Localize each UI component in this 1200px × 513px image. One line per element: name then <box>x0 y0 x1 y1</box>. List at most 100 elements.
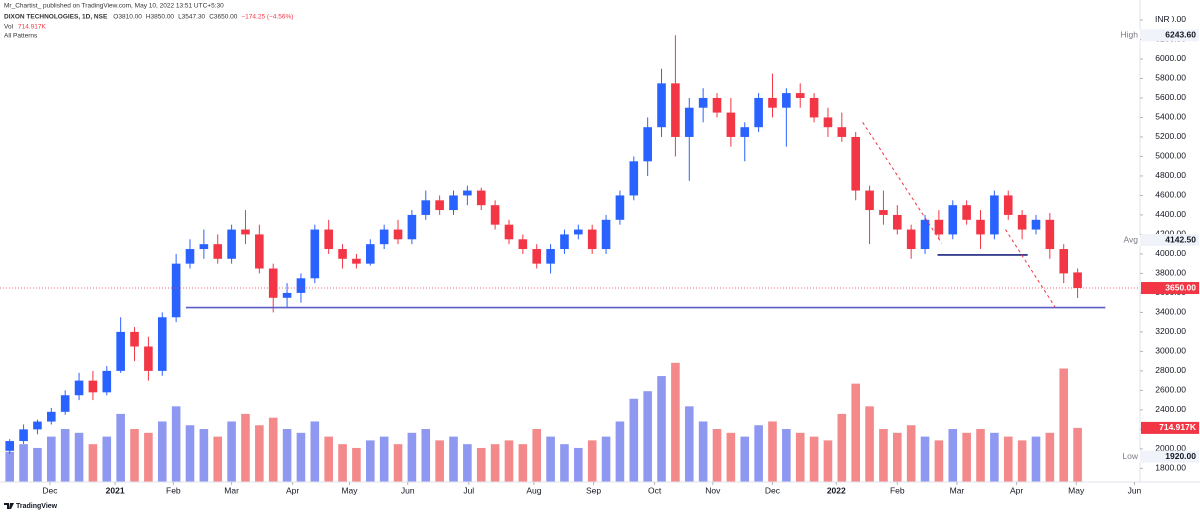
candle-body <box>19 429 28 442</box>
symbol: DIXON TECHNOLOGIES, 1D, NSE <box>4 14 108 21</box>
candle-body <box>934 219 944 235</box>
volume-bar <box>130 429 139 482</box>
volume-bar <box>906 425 916 482</box>
candle-body <box>352 258 361 264</box>
indicator: All Patterns <box>4 33 38 40</box>
volume-bar <box>5 451 15 482</box>
candle-body <box>116 331 125 371</box>
x-tick-label: Apr <box>1010 485 1023 495</box>
candle-body <box>1003 195 1013 215</box>
y-tick-label: 2600.00 <box>1155 385 1186 395</box>
candle-body <box>74 380 84 396</box>
candle-body <box>587 229 597 250</box>
volume-bar <box>102 436 112 482</box>
badge-bg <box>1141 282 1199 295</box>
badge-label: Avg <box>1124 234 1139 244</box>
volume-bar <box>449 436 458 482</box>
badge-label: Low <box>1122 451 1138 461</box>
candle-body <box>560 234 569 250</box>
badge-bg <box>1141 29 1199 42</box>
candle-body <box>823 117 833 128</box>
candle-body <box>657 83 666 128</box>
volume-bar <box>463 444 472 482</box>
volume-bar <box>1073 427 1082 482</box>
badge-label: High <box>1121 29 1139 39</box>
volume-bar <box>671 362 680 482</box>
badge-value: 3650.00 <box>1165 282 1196 292</box>
candle-body <box>615 195 625 220</box>
x-tick-label: Feb <box>890 485 905 495</box>
volume-bar <box>199 429 209 482</box>
candle-body <box>393 229 403 240</box>
candle-body <box>643 127 652 162</box>
x-tick-label: Oct <box>648 485 662 495</box>
volume-bar <box>213 436 223 482</box>
candle-body <box>88 380 98 393</box>
candle-body <box>296 278 306 293</box>
x-tick-label: Aug <box>526 485 541 495</box>
candle-body <box>809 97 819 118</box>
volume-bar <box>504 440 514 482</box>
candle-body <box>310 229 320 279</box>
candle-body <box>712 97 722 113</box>
y-tick-label: 6000.00 <box>1155 53 1186 63</box>
candle-body <box>768 97 777 108</box>
volume-bar <box>795 432 805 482</box>
badge-label-bg <box>1124 29 1140 42</box>
candle-body <box>407 214 417 240</box>
volume-bar <box>435 440 444 482</box>
y-tick-label: 4200.00 <box>1155 229 1186 239</box>
candle-body <box>879 210 888 215</box>
volume-bar <box>574 447 583 482</box>
candle-body <box>449 195 458 211</box>
badge-value: 4142.50 <box>1165 234 1196 244</box>
y-tick-label: 5400.00 <box>1155 112 1186 122</box>
candle-body <box>1059 249 1069 274</box>
badge-bg <box>1141 421 1199 434</box>
volume-bar <box>1045 432 1055 482</box>
candle-body <box>1045 219 1055 250</box>
candle-body <box>185 249 195 264</box>
volume-bar <box>726 432 736 482</box>
volume-bar <box>116 413 125 482</box>
volume-bar <box>171 406 181 482</box>
candle-body <box>518 239 528 250</box>
candle-body <box>851 136 860 191</box>
volume-bar <box>809 436 819 482</box>
candle-body <box>213 244 223 259</box>
publisher: Mr_Chartist_ published on TradingView.co… <box>4 3 224 10</box>
volume-bar <box>74 432 84 482</box>
badge-value: 6243.60 <box>1165 29 1196 39</box>
x-tick-label: Apr <box>286 485 299 495</box>
candle-body <box>920 219 930 250</box>
volume-bar <box>560 444 569 482</box>
y-tick-label: 4800.00 <box>1155 170 1186 180</box>
volume-bar <box>934 440 944 482</box>
volume-bar <box>698 421 708 482</box>
volume-bar <box>976 429 985 482</box>
volume-bar <box>962 432 971 482</box>
candle-body <box>171 263 181 318</box>
x-tick-label: Mar <box>950 485 965 495</box>
candle-body <box>33 421 42 430</box>
volume-bar <box>33 447 42 482</box>
ohlc-group: O3810.00 H3850.00 L3547.30 C3650.00 −174.25 … <box>113 14 293 21</box>
candle-body <box>546 249 555 264</box>
candle-body <box>5 441 15 451</box>
badge-label-bg <box>1124 234 1140 247</box>
volume-bar <box>990 432 999 482</box>
y-tick-label: 5000.00 <box>1155 151 1186 161</box>
volume-label: Vol <box>4 24 14 31</box>
y-tick-label: 5600.00 <box>1155 92 1186 102</box>
volume-bar <box>740 436 750 482</box>
volume-bar <box>60 429 70 482</box>
volume-bar <box>948 429 958 482</box>
y-tick-label: 3800.00 <box>1155 268 1186 278</box>
volume-bar <box>19 444 28 482</box>
x-tick-label: Feb <box>166 485 181 495</box>
volume-bar <box>684 406 694 482</box>
candle-body <box>865 190 874 211</box>
candle-body <box>629 161 639 196</box>
candle-body <box>601 219 611 250</box>
